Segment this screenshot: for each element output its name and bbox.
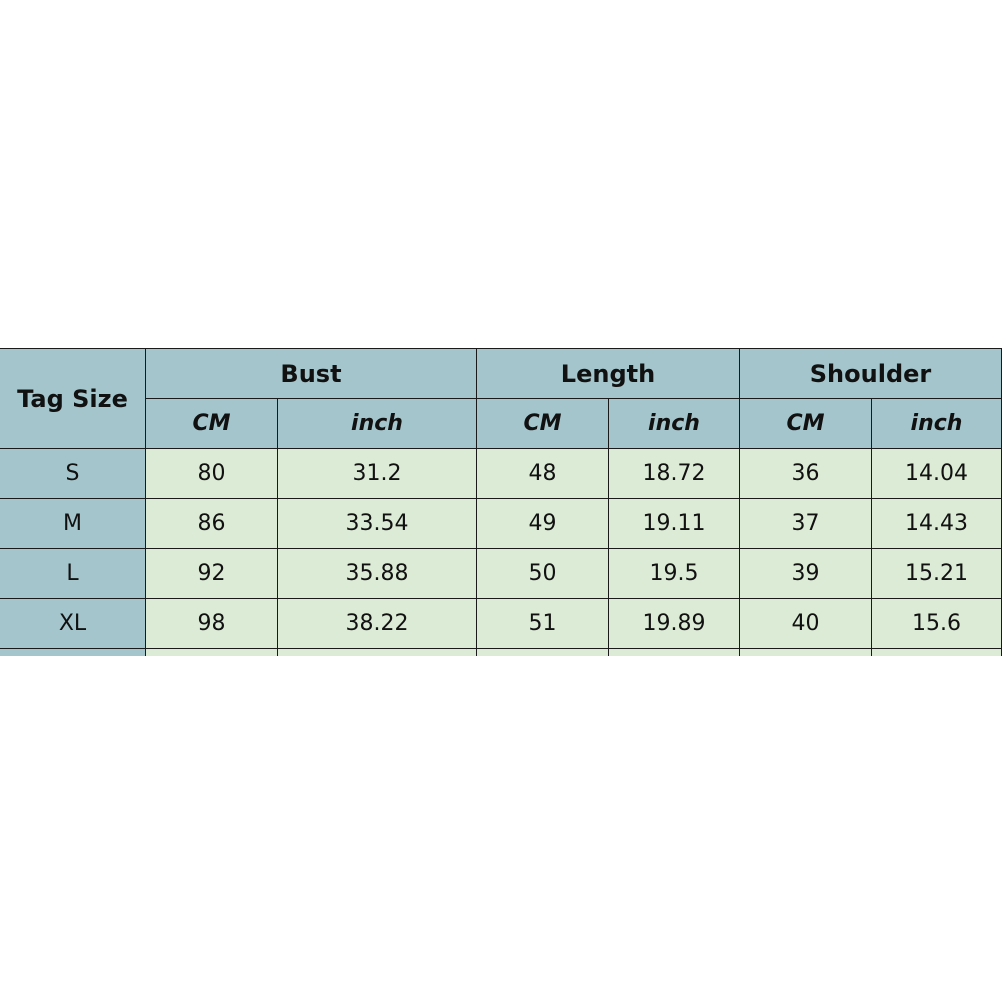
size-label: S	[0, 449, 147, 500]
table-cell: 38.22	[278, 599, 478, 650]
table-row-partial	[146, 649, 279, 656]
table-cell: 80	[146, 449, 279, 500]
group-header-length: Length	[477, 349, 741, 400]
table-row-partial	[872, 649, 1002, 656]
table-row-partial	[0, 649, 147, 656]
table-cell: 19.5	[609, 549, 741, 600]
group-header-shoulder: Shoulder	[740, 349, 1002, 400]
table-row-partial	[477, 649, 610, 656]
unit-header: CM	[740, 399, 873, 450]
unit-header: CM	[477, 399, 610, 450]
table-cell: 35.88	[278, 549, 478, 600]
table-cell: 14.43	[872, 499, 1002, 550]
table-cell: 39	[740, 549, 873, 600]
table-cell: 36	[740, 449, 873, 500]
table-cell: 33.54	[278, 499, 478, 550]
group-header-bust: Bust	[146, 349, 478, 400]
table-cell: 19.11	[609, 499, 741, 550]
table-cell: 14.04	[872, 449, 1002, 500]
table-cell: 50	[477, 549, 610, 600]
unit-header: inch	[609, 399, 741, 450]
table-cell: 48	[477, 449, 610, 500]
size-label: M	[0, 499, 147, 550]
size-chart-table: Tag Size Bust Length Shoulder CM inch CM inch CM…	[0, 349, 1002, 656]
table-row-partial	[609, 649, 741, 656]
table-cell: 98	[146, 599, 279, 650]
unit-header: inch	[872, 399, 1002, 450]
table-cell: 18.72	[609, 449, 741, 500]
table-cell: 51	[477, 599, 610, 650]
table-cell: 31.2	[278, 449, 478, 500]
table-cell: 15.21	[872, 549, 1002, 600]
table-cell: 92	[146, 549, 279, 600]
unit-header: inch	[278, 399, 478, 450]
size-label: XL	[0, 599, 147, 650]
table-row-partial	[278, 649, 478, 656]
corner-header-tag-size: Tag Size	[0, 349, 147, 450]
table-cell: 37	[740, 499, 873, 550]
table-cell: 86	[146, 499, 279, 550]
table-row-partial	[740, 649, 873, 656]
table-cell: 40	[740, 599, 873, 650]
table-cell: 19.89	[609, 599, 741, 650]
unit-header: CM	[146, 399, 279, 450]
size-label: L	[0, 549, 147, 600]
table-cell: 15.6	[872, 599, 1002, 650]
table-cell: 49	[477, 499, 610, 550]
